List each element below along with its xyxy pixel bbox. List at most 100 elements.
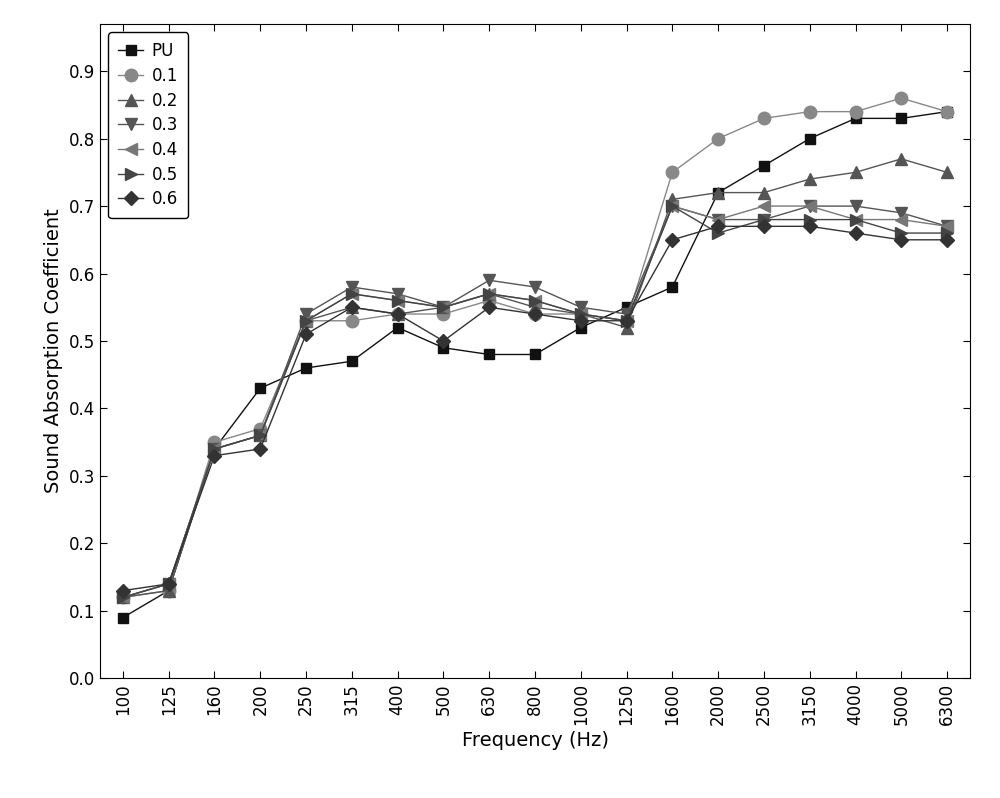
- 0.5: [712, 228, 724, 238]
- 0.1: [117, 593, 129, 602]
- 0.5: [850, 215, 862, 224]
- 0.6: [575, 316, 587, 326]
- 0.6: [392, 310, 404, 319]
- 0.1: [941, 107, 953, 117]
- 0.2: [850, 168, 862, 177]
- 0.2: [437, 302, 449, 312]
- 0.4: [483, 289, 495, 298]
- PU: [163, 586, 175, 595]
- 0.6: [895, 235, 907, 245]
- PU: [483, 350, 495, 359]
- 0.1: [483, 296, 495, 306]
- Line: 0.2: 0.2: [117, 153, 953, 603]
- 0.1: [392, 310, 404, 319]
- 0.5: [437, 302, 449, 312]
- 0.3: [712, 215, 724, 224]
- 0.6: [804, 222, 816, 231]
- 0.6: [163, 579, 175, 589]
- 0.3: [346, 282, 358, 292]
- 0.6: [300, 330, 312, 339]
- 0.5: [529, 296, 541, 306]
- 0.6: [712, 222, 724, 231]
- 0.6: [529, 310, 541, 319]
- 0.1: [208, 437, 220, 447]
- 0.3: [392, 289, 404, 298]
- 0.5: [666, 201, 678, 211]
- 0.5: [208, 444, 220, 454]
- 0.5: [941, 228, 953, 238]
- 0.2: [300, 316, 312, 326]
- 0.4: [804, 201, 816, 211]
- 0.4: [712, 215, 724, 224]
- PU: [529, 350, 541, 359]
- PU: [208, 444, 220, 454]
- 0.3: [483, 275, 495, 285]
- 0.3: [437, 302, 449, 312]
- 0.1: [437, 310, 449, 319]
- 0.2: [758, 188, 770, 197]
- PU: [666, 282, 678, 292]
- 0.3: [621, 310, 633, 319]
- PU: [621, 302, 633, 312]
- 0.4: [208, 444, 220, 454]
- 0.1: [804, 107, 816, 117]
- 0.3: [804, 201, 816, 211]
- 0.2: [621, 322, 633, 332]
- 0.6: [941, 235, 953, 245]
- 0.2: [529, 302, 541, 312]
- 0.4: [621, 316, 633, 326]
- 0.4: [392, 296, 404, 306]
- 0.1: [346, 316, 358, 326]
- 0.2: [666, 195, 678, 204]
- 0.2: [712, 188, 724, 197]
- Line: 0.6: 0.6: [118, 222, 952, 595]
- 0.5: [758, 215, 770, 224]
- 0.3: [163, 579, 175, 589]
- 0.2: [804, 174, 816, 184]
- 0.6: [621, 316, 633, 326]
- 0.1: [575, 310, 587, 319]
- 0.3: [895, 208, 907, 218]
- 0.2: [483, 289, 495, 298]
- 0.3: [941, 222, 953, 231]
- 0.4: [117, 593, 129, 602]
- PU: [437, 343, 449, 353]
- 0.1: [254, 424, 266, 433]
- 0.2: [895, 154, 907, 164]
- 0.3: [850, 201, 862, 211]
- Line: 0.1: 0.1: [117, 92, 953, 603]
- 0.2: [254, 431, 266, 440]
- 0.4: [941, 222, 953, 231]
- 0.4: [254, 431, 266, 440]
- PU: [300, 363, 312, 373]
- Legend: PU, 0.1, 0.2, 0.3, 0.4, 0.5, 0.6: PU, 0.1, 0.2, 0.3, 0.4, 0.5, 0.6: [108, 32, 188, 219]
- 0.1: [666, 168, 678, 177]
- 0.1: [850, 107, 862, 117]
- 0.2: [392, 310, 404, 319]
- 0.6: [758, 222, 770, 231]
- 0.1: [712, 134, 724, 144]
- 0.2: [575, 310, 587, 319]
- 0.3: [117, 593, 129, 602]
- 0.2: [208, 444, 220, 454]
- Line: PU: PU: [118, 107, 952, 622]
- PU: [254, 383, 266, 393]
- 0.6: [483, 302, 495, 312]
- PU: [346, 357, 358, 366]
- 0.2: [117, 593, 129, 602]
- 0.6: [208, 451, 220, 460]
- X-axis label: Frequency (Hz): Frequency (Hz): [462, 731, 608, 750]
- 0.1: [163, 586, 175, 595]
- PU: [804, 134, 816, 144]
- 0.3: [529, 282, 541, 292]
- 0.2: [163, 586, 175, 595]
- 0.5: [117, 593, 129, 602]
- Y-axis label: Sound Absorption Coefficient: Sound Absorption Coefficient: [44, 209, 63, 493]
- 0.3: [575, 302, 587, 312]
- 0.2: [346, 302, 358, 312]
- Line: 0.5: 0.5: [117, 200, 953, 603]
- 0.5: [163, 579, 175, 589]
- 0.5: [392, 296, 404, 306]
- Line: 0.4: 0.4: [117, 200, 953, 603]
- PU: [117, 613, 129, 622]
